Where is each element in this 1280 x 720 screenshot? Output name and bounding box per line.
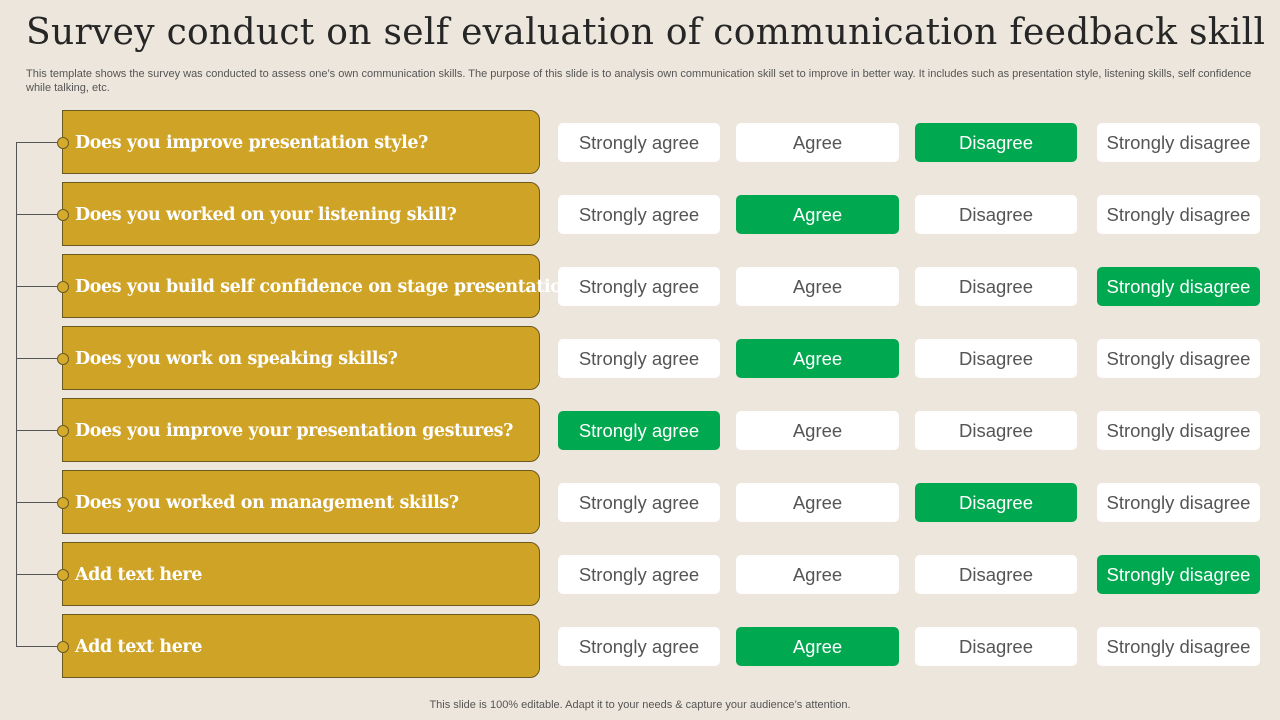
connector-vertical-line bbox=[16, 142, 17, 646]
connector-line bbox=[16, 502, 62, 503]
option-disagree-button[interactable]: Disagree bbox=[915, 339, 1077, 378]
option-strongly-agree-button[interactable]: Strongly agree bbox=[558, 483, 720, 522]
option-agree-button[interactable]: Agree bbox=[736, 555, 899, 594]
question-text: Does you improve your presentation gestu… bbox=[75, 421, 513, 441]
connector-line bbox=[16, 358, 62, 359]
option-disagree-button[interactable]: Disagree bbox=[915, 123, 1077, 162]
option-disagree-button[interactable]: Disagree bbox=[915, 411, 1077, 450]
question-text: Add text here bbox=[75, 637, 202, 657]
bullet-dot-icon bbox=[57, 353, 69, 365]
question-box bbox=[62, 326, 540, 390]
slide-title: Survey conduct on self evaluation of com… bbox=[26, 12, 1266, 53]
option-agree-button[interactable]: Agree bbox=[736, 123, 899, 162]
option-agree-button[interactable]: Agree bbox=[736, 267, 899, 306]
question-text: Does you improve presentation style? bbox=[75, 133, 428, 153]
survey-row: Add text here Strongly agree Agree Disagree… bbox=[0, 542, 1280, 608]
option-strongly-agree-button[interactable]: Strongly agree bbox=[558, 339, 720, 378]
option-disagree-button[interactable]: Disagree bbox=[915, 555, 1077, 594]
option-strongly-disagree-button[interactable]: Strongly disagree bbox=[1097, 627, 1260, 666]
bullet-dot-icon bbox=[57, 569, 69, 581]
bullet-dot-icon bbox=[57, 497, 69, 509]
question-box bbox=[62, 470, 540, 534]
bullet-dot-icon bbox=[57, 425, 69, 437]
option-strongly-agree-button[interactable]: Strongly agree bbox=[558, 195, 720, 234]
option-agree-button[interactable]: Agree bbox=[736, 411, 899, 450]
survey-row: Does you worked on management skills? Str… bbox=[0, 470, 1280, 536]
question-box bbox=[62, 398, 540, 462]
option-strongly-agree-button[interactable]: Strongly agree bbox=[558, 267, 720, 306]
survey-row: Does you work on speaking skills? Strongl… bbox=[0, 326, 1280, 392]
survey-row: Does you improve your presentation gestu… bbox=[0, 398, 1280, 464]
survey-row: Does you build self confidence on stage … bbox=[0, 254, 1280, 320]
option-strongly-disagree-button[interactable]: Strongly disagree bbox=[1097, 483, 1260, 522]
option-strongly-disagree-button[interactable]: Strongly disagree bbox=[1097, 267, 1260, 306]
option-strongly-agree-button[interactable]: Strongly agree bbox=[558, 627, 720, 666]
option-disagree-button[interactable]: Disagree bbox=[915, 483, 1077, 522]
survey-row: Add text here Strongly agree Agree Disagree… bbox=[0, 614, 1280, 680]
connector-line bbox=[16, 430, 62, 431]
question-box bbox=[62, 110, 540, 174]
connector-line bbox=[16, 142, 62, 143]
bullet-dot-icon bbox=[57, 641, 69, 653]
option-disagree-button[interactable]: Disagree bbox=[915, 627, 1077, 666]
option-disagree-button[interactable]: Disagree bbox=[915, 195, 1077, 234]
option-strongly-agree-button[interactable]: Strongly agree bbox=[558, 555, 720, 594]
survey-row: Does you improve presentation style? Stro… bbox=[0, 110, 1280, 176]
option-strongly-disagree-button[interactable]: Strongly disagree bbox=[1097, 411, 1260, 450]
option-strongly-disagree-button[interactable]: Strongly disagree bbox=[1097, 555, 1260, 594]
bullet-dot-icon bbox=[57, 209, 69, 221]
option-agree-button[interactable]: Agree bbox=[736, 627, 899, 666]
option-strongly-disagree-button[interactable]: Strongly disagree bbox=[1097, 339, 1260, 378]
question-box bbox=[62, 542, 540, 606]
option-strongly-disagree-button[interactable]: Strongly disagree bbox=[1097, 123, 1260, 162]
option-strongly-disagree-button[interactable]: Strongly disagree bbox=[1097, 195, 1260, 234]
slide-subtitle: This template shows the survey was condu… bbox=[26, 68, 1252, 94]
connector-line bbox=[16, 286, 62, 287]
option-agree-button[interactable]: Agree bbox=[736, 195, 899, 234]
survey-row: Does you worked on your listening skill?… bbox=[0, 182, 1280, 248]
option-agree-button[interactable]: Agree bbox=[736, 339, 899, 378]
option-strongly-agree-button[interactable]: Strongly agree bbox=[558, 123, 720, 162]
connector-line bbox=[16, 214, 62, 215]
option-agree-button[interactable]: Agree bbox=[736, 483, 899, 522]
question-box bbox=[62, 614, 540, 678]
option-strongly-agree-button[interactable]: Strongly agree bbox=[558, 411, 720, 450]
question-text: Add text here bbox=[75, 565, 202, 585]
question-box bbox=[62, 182, 540, 246]
bullet-dot-icon bbox=[57, 281, 69, 293]
bullet-dot-icon bbox=[57, 137, 69, 149]
question-text: Does you work on speaking skills? bbox=[75, 349, 398, 369]
footer-note: This slide is 100% editable. Adapt it to… bbox=[429, 699, 851, 711]
connector-line bbox=[16, 574, 62, 575]
option-disagree-button[interactable]: Disagree bbox=[915, 267, 1077, 306]
question-box bbox=[62, 254, 540, 318]
question-text: Does you build self confidence on stage … bbox=[75, 277, 584, 297]
question-text: Does you worked on management skills? bbox=[75, 493, 459, 513]
question-text: Does you worked on your listening skill? bbox=[75, 205, 457, 225]
connector-line bbox=[16, 646, 62, 647]
